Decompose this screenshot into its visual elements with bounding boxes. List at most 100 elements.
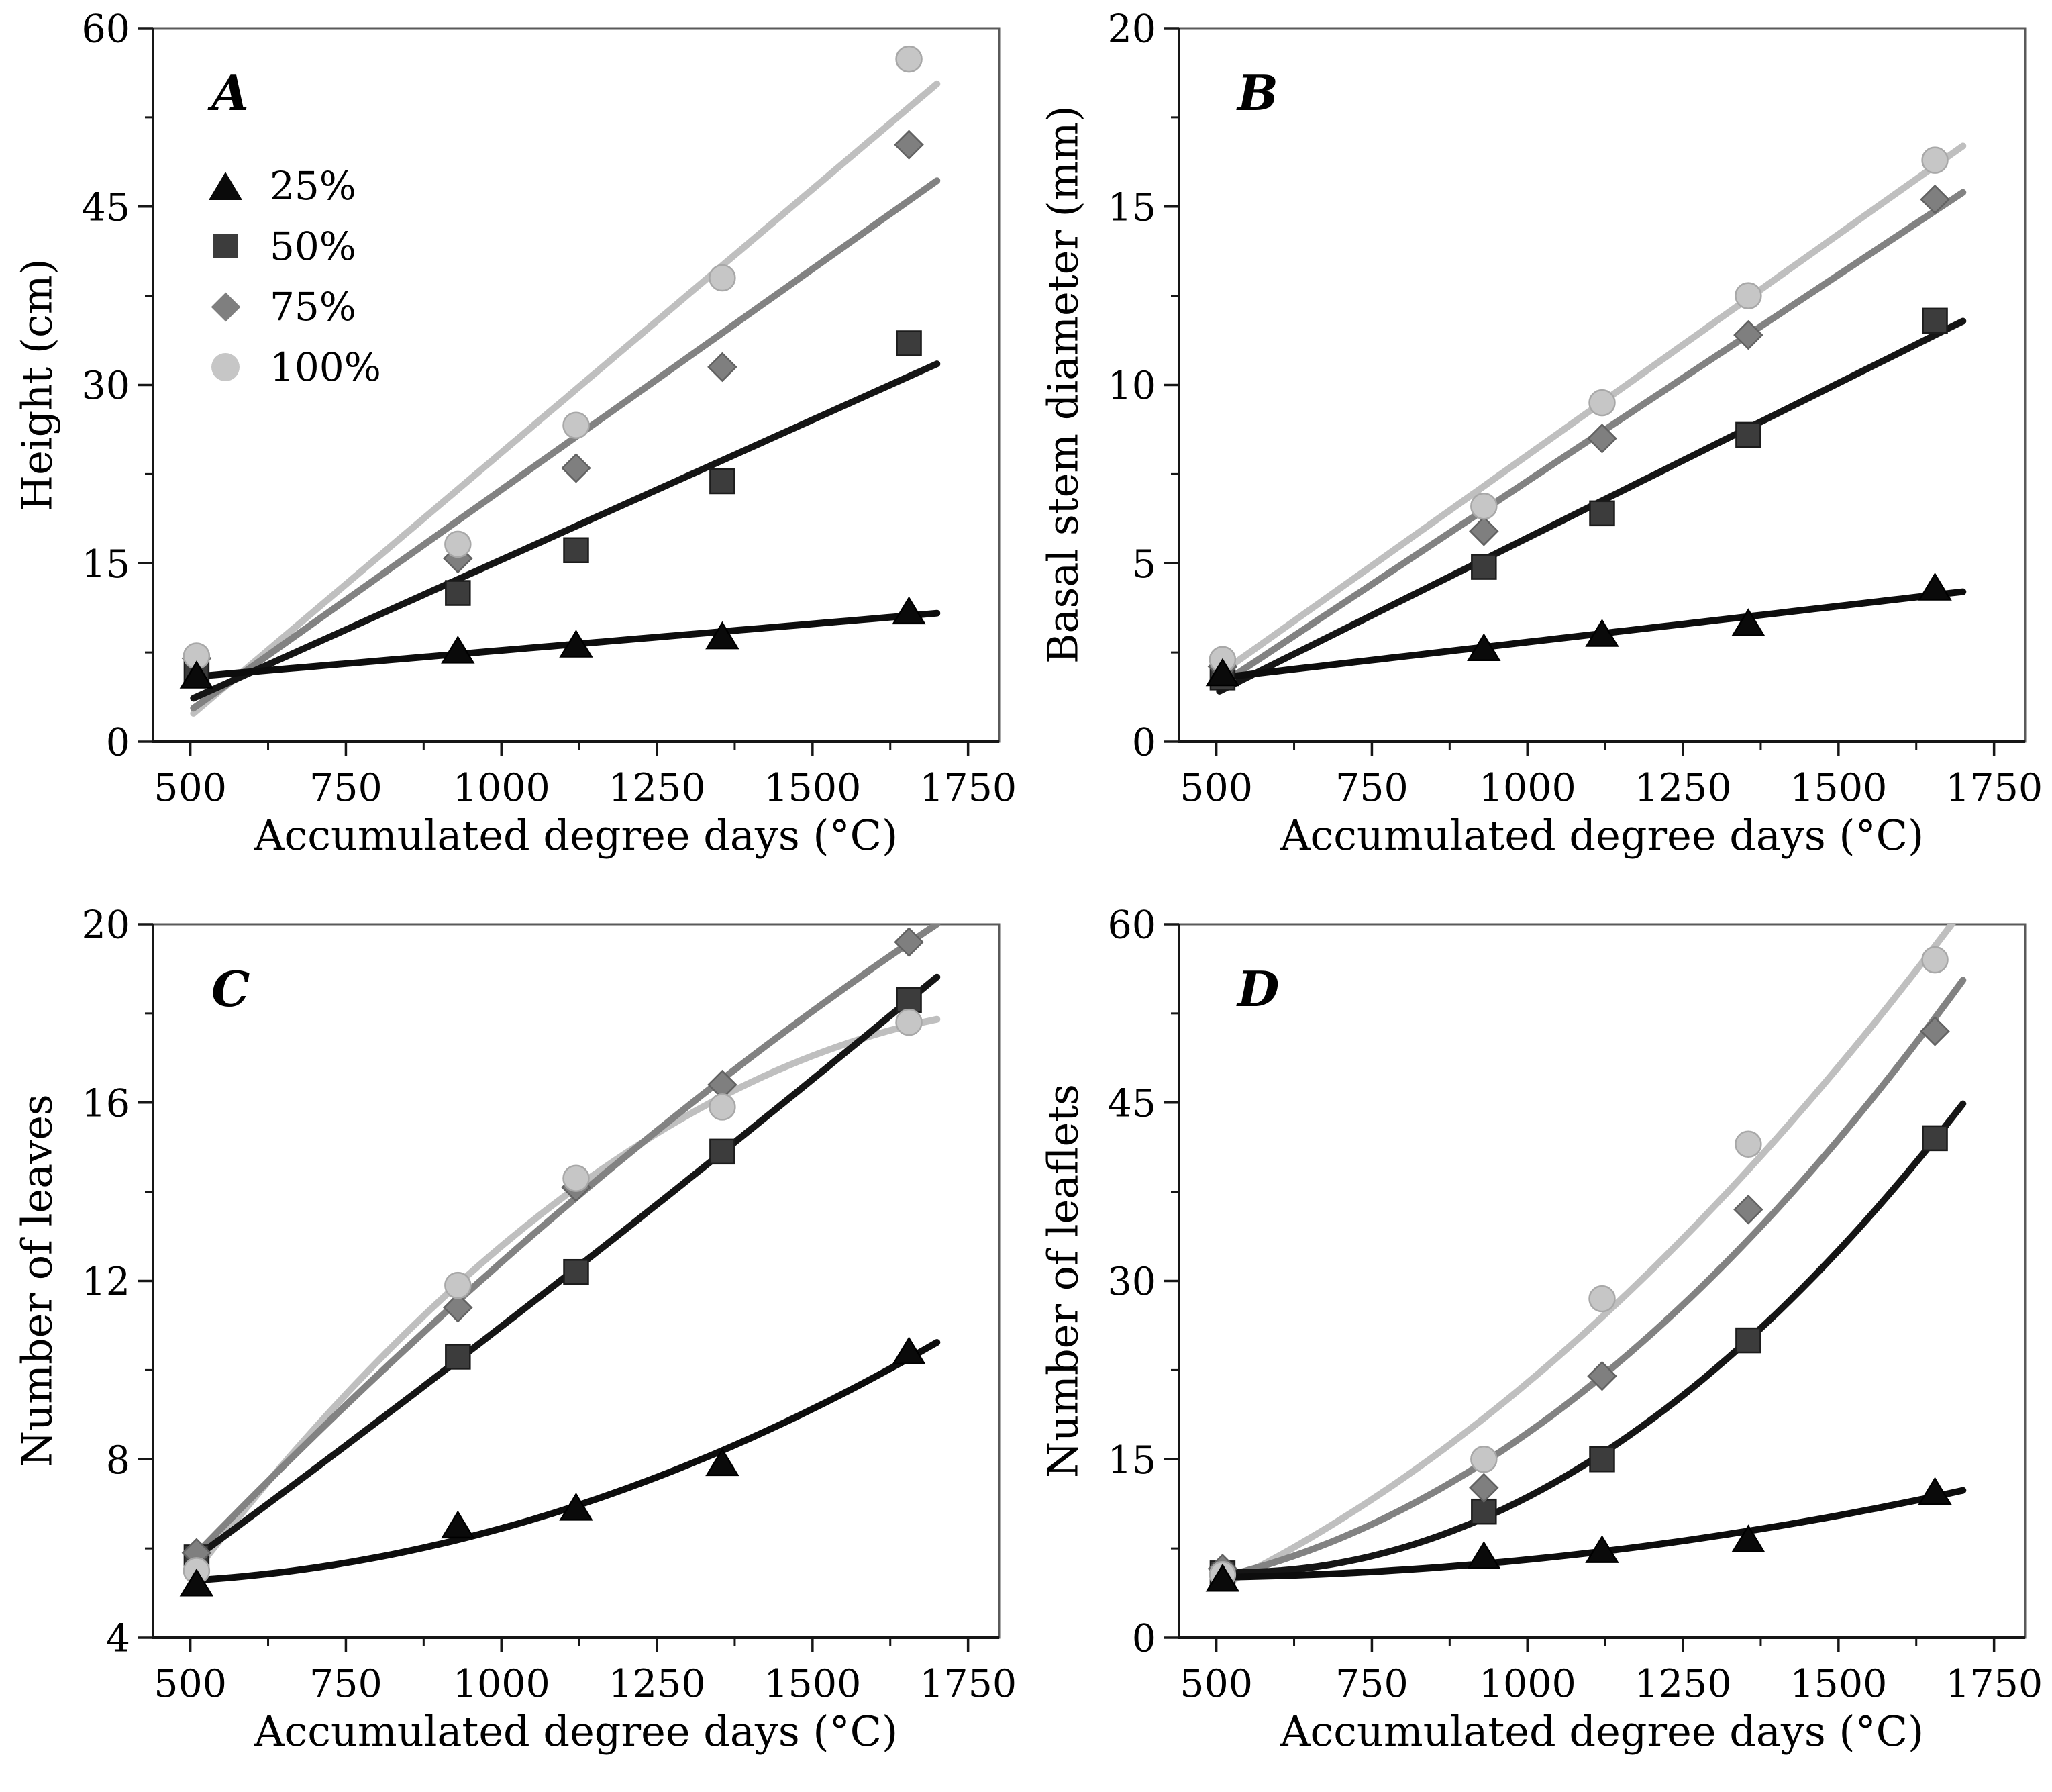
data-point-square	[709, 1138, 735, 1165]
data-point-square	[1589, 500, 1615, 527]
x-tick-label: 500	[154, 1662, 227, 1706]
data-point-square	[1735, 421, 1761, 448]
y-tick-label: 5	[1132, 542, 1156, 587]
diamond-glyph	[211, 292, 240, 321]
x-tick-label: 1000	[1479, 1662, 1576, 1706]
data-point-triangle	[1918, 1477, 1952, 1505]
square-marker-icon	[207, 229, 244, 264]
data-point-square	[1471, 554, 1497, 580]
x-tick-label: 1000	[453, 766, 550, 810]
x-tick-label: 1750	[1945, 1662, 2043, 1706]
data-point-triangle	[1585, 1535, 1619, 1563]
legend-row-75: 75%	[207, 287, 381, 326]
fit-line-100%	[1216, 924, 1956, 1591]
x-axis-label-a: Accumulated degree days (°C)	[254, 811, 899, 860]
panel-d: 500 750 1000 1250 1500 1750 0 15 30 45 60 Number o…	[1026, 896, 2052, 1792]
data-point-triangle	[892, 596, 926, 625]
legend: 25% 50% 75% 100%	[207, 166, 381, 387]
panel-letter-b: B	[1237, 64, 1278, 121]
x-axis-label-d: Accumulated degree days (°C)	[1280, 1707, 1925, 1756]
data-point-circle	[562, 1164, 590, 1192]
data-point-circle	[1588, 1285, 1616, 1313]
fit-line-75%	[190, 924, 941, 1560]
x-tick-label: 1750	[919, 766, 1017, 810]
legend-label-50: 50%	[270, 223, 356, 269]
x-tick-label: 1250	[1635, 766, 1732, 810]
data-point-diamond	[1920, 1016, 1950, 1046]
y-tick-label: 10	[1107, 364, 1156, 408]
y-tick-label: 60	[81, 7, 130, 52]
panel-b: 500 750 1000 1250 1500 1750 0 5 10 15 20 Basal ste…	[1026, 0, 2052, 896]
y-tick-label: 15	[81, 542, 130, 587]
fit-lines-group	[1216, 142, 1967, 695]
data-point-triangle	[1205, 1563, 1240, 1592]
circle-glyph	[211, 353, 240, 381]
data-point-square	[1922, 307, 1948, 334]
x-axis-label-b: Accumulated degree days (°C)	[1280, 811, 1925, 860]
legend-row-100: 100%	[207, 348, 381, 387]
y-axis-label-d: Number of leaflets	[1038, 1084, 1088, 1478]
x-tick-label: 1000	[1479, 766, 1576, 810]
x-tick-label: 500	[1180, 1662, 1253, 1706]
data-point-square	[445, 1344, 471, 1370]
x-tick-label: 1250	[609, 1662, 706, 1706]
circle-marker-icon	[207, 350, 244, 385]
data-point-triangle	[179, 1568, 214, 1597]
x-tick-label: 1500	[764, 1662, 861, 1706]
fit-line-50%	[190, 360, 941, 702]
square-glyph	[213, 234, 238, 258]
y-tick-label: 20	[81, 903, 130, 948]
data-point-triangle	[705, 621, 739, 650]
x-tick-label: 750	[309, 1662, 382, 1706]
data-point-square	[563, 537, 589, 564]
data-point-diamond	[894, 927, 924, 957]
x-tick-label: 1500	[1790, 766, 1887, 810]
y-tick-label: 16	[81, 1081, 130, 1126]
fit-line-25%	[190, 609, 941, 681]
data-point-diamond	[1469, 1473, 1499, 1503]
panel-letter-c: C	[211, 960, 250, 1017]
axis-lines	[1178, 924, 2025, 1639]
x-tick-label: 1250	[609, 766, 706, 810]
legend-label-25: 25%	[270, 163, 356, 209]
fit-line-25%	[190, 1339, 941, 1584]
y-tick-label: 30	[1107, 1260, 1156, 1304]
chart-canvas-d: 500 750 1000 1250 1500 1750 0 15 30 45 60	[1107, 903, 2043, 1706]
data-point-square	[709, 468, 735, 495]
data-point-circle	[444, 1271, 472, 1299]
x-tick-label: 500	[154, 766, 227, 810]
legend-label-100: 100%	[270, 344, 381, 390]
x-tick-label: 500	[1180, 766, 1253, 810]
x-tick-label: 1000	[453, 1662, 550, 1706]
data-point-square	[1922, 1125, 1948, 1152]
data-point-triangle	[441, 635, 475, 664]
y-tick-label: 12	[81, 1260, 130, 1304]
y-axis-label-c: Number of leaves	[12, 1094, 62, 1468]
data-point-diamond	[561, 453, 591, 483]
data-point-circle	[895, 1008, 923, 1036]
data-point-circle	[895, 45, 923, 73]
data-point-diamond	[707, 352, 737, 383]
y-tick-label: 8	[106, 1438, 130, 1483]
y-tick-label: 15	[1107, 185, 1156, 230]
fit-line-75%	[190, 177, 941, 712]
x-tick-label: 750	[1335, 766, 1408, 810]
y-axis-label-a: Height (cm)	[12, 258, 62, 511]
y-tick-label: 45	[81, 185, 130, 230]
x-tick-label: 750	[309, 766, 382, 810]
data-point-circle	[1735, 1130, 1762, 1158]
data-point-circle	[709, 1093, 736, 1121]
fit-line-25%	[1216, 588, 1967, 681]
data-point-circle	[1921, 946, 1949, 974]
data-point-diamond	[1587, 1360, 1617, 1391]
data-point-square	[896, 330, 922, 356]
triangle-glyph	[209, 172, 242, 200]
data-point-square	[896, 987, 922, 1013]
data-point-triangle	[441, 1510, 475, 1539]
panel-a: 500 750 1000 1250 1500 1750 0 15 30 45 60 Height (…	[0, 0, 1026, 896]
y-tick-label: 15	[1107, 1438, 1156, 1483]
data-point-circle	[709, 264, 736, 292]
data-point-triangle	[1731, 608, 1765, 636]
fit-lines-group	[1216, 924, 1967, 1591]
